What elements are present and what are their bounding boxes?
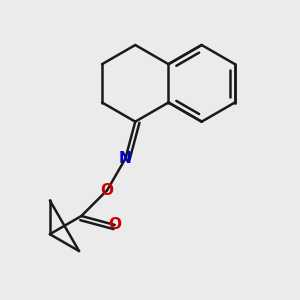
Text: O: O: [108, 218, 121, 232]
Text: O: O: [100, 183, 114, 198]
Text: N: N: [119, 151, 132, 166]
